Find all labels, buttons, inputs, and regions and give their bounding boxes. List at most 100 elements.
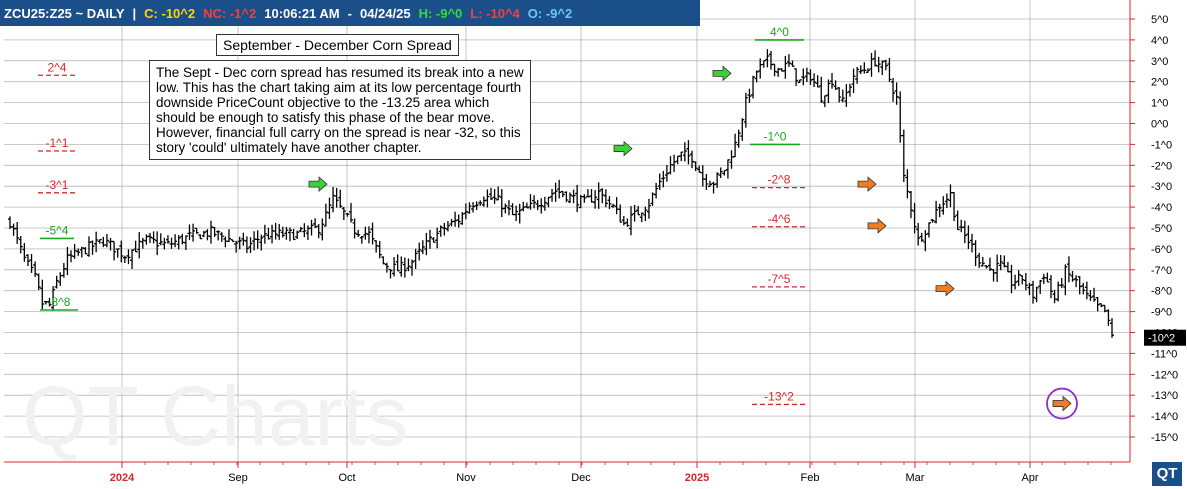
ohlc-bar [880, 60, 885, 76]
ohlc-bar [449, 218, 454, 227]
ohlc-bar [851, 68, 856, 94]
pricecount-targets: 2^4 -1^1 -3^1 -2^8 -4^6 -7^5 -13^2 [38, 60, 806, 406]
swing-labels: -5^4 -8^8 4^0 -1^0 [40, 25, 804, 311]
ohlc-bar [707, 180, 712, 187]
ohlc-bar [510, 203, 515, 216]
ohlc-bar [61, 262, 66, 278]
ohlc-bar [822, 95, 827, 108]
ohlc-bar [672, 154, 677, 172]
x-tick-label: Oct [338, 472, 355, 484]
ohlc-bar [79, 246, 84, 258]
ohlc-bar [794, 68, 799, 86]
ohlc-bar [1009, 264, 1014, 294]
ohlc-bar [456, 214, 461, 228]
y-tick-label: -5^0 [1151, 223, 1172, 235]
target-label: 2^4 [48, 60, 67, 74]
ohlc-bar [119, 240, 124, 263]
ohlc-bar [1063, 264, 1068, 296]
ohlc-bar [183, 235, 188, 250]
y-tick-label: -6^0 [1151, 244, 1172, 256]
ohlc-bar [970, 233, 975, 253]
ohlc-bar [424, 232, 429, 256]
ohlc-bar [521, 201, 526, 212]
ohlc-bar [1110, 318, 1114, 338]
ohlc-bar [431, 237, 436, 243]
target-label: -1^1 [46, 136, 69, 150]
ohlc-bar [636, 205, 641, 216]
ohlc-bar [987, 257, 992, 272]
ohlc-bar [661, 170, 666, 188]
target-label: -3^1 [46, 178, 69, 192]
ohlc-bar [743, 92, 748, 128]
ohlc-bar [151, 231, 156, 244]
x-tick-label: Dec [571, 472, 591, 484]
ohlc-bar [1023, 272, 1028, 291]
ohlc-bar [334, 187, 339, 208]
ohlc-bar [417, 242, 422, 261]
ohlc-bar [427, 229, 432, 249]
ohlc-bar [779, 68, 784, 72]
ohlc-bar [402, 257, 407, 278]
ohlc-bar [1038, 279, 1043, 294]
target-label: -13^2 [764, 389, 794, 403]
ohlc-bar [83, 247, 88, 255]
chart-title: September - December Corn Spread [216, 34, 459, 56]
ohlc-bar [1106, 309, 1111, 326]
ohlc-bar [618, 204, 623, 223]
ohlc-bar [130, 249, 135, 269]
arrow-right-icon [867, 218, 887, 234]
ohlc-bar [585, 189, 590, 198]
ohlc-bar [934, 200, 939, 224]
ohlc-bar [86, 236, 91, 257]
arrow-right-icon [1052, 395, 1072, 412]
ohlc-bar [298, 226, 303, 233]
target-label: -7^5 [768, 272, 791, 286]
ohlc-bar [625, 218, 630, 227]
ohlc-bar [621, 216, 626, 226]
ohlc-bar [463, 203, 468, 220]
ohlc-bar [194, 227, 199, 234]
ohlc-bar [94, 231, 99, 253]
ohlc-bar [176, 235, 181, 250]
ohlc-bar [198, 234, 203, 240]
ohlc-bar [352, 218, 357, 239]
ohlc-bar [356, 229, 361, 238]
ohlc-bar [165, 235, 170, 244]
ohlc-bar [654, 182, 659, 199]
ohlc-bar [187, 224, 192, 240]
watermark: QT Charts [22, 369, 408, 463]
ohlc-bar [1066, 256, 1071, 283]
ohlc-bar [984, 265, 989, 269]
ohlc-bar [639, 212, 644, 223]
qt-logo-icon[interactable]: QT [1152, 462, 1182, 486]
ohlc-bar [489, 187, 494, 200]
ohlc-bar [830, 73, 835, 89]
ohlc-bar [209, 220, 214, 244]
ohlc-bar [650, 192, 655, 206]
ohlc-bar [173, 234, 178, 248]
ohlc-bar [905, 169, 910, 199]
y-tick-label: 2^0 [1151, 77, 1168, 89]
ohlc-bar [104, 233, 109, 248]
ohlc-bar [51, 286, 56, 311]
ohlc-bar [438, 225, 443, 237]
ohlc-bar [180, 233, 185, 245]
ohlc-bar [919, 232, 924, 242]
ohlc-bar [485, 189, 490, 208]
high-value: H: -9^0 [418, 5, 463, 21]
ohlc-bar [876, 56, 881, 73]
ohlc-bar [582, 194, 587, 203]
ohlc-bar [524, 202, 529, 209]
symbol-label[interactable]: ZCU25:Z25 ~ DAILY [4, 5, 125, 21]
ohlc-bar [1016, 270, 1021, 286]
ohlc-bar [772, 63, 777, 77]
ohlc-bar [374, 240, 379, 253]
ohlc-bar [169, 237, 174, 249]
ohlc-bar [140, 237, 145, 249]
ohlc-bar [212, 226, 217, 237]
ohlc-bar [90, 240, 95, 255]
ohlc-bar [1041, 273, 1046, 285]
ohlc-bar [607, 196, 612, 210]
ohlc-bar [442, 222, 447, 236]
ohlc-bar [819, 76, 824, 104]
